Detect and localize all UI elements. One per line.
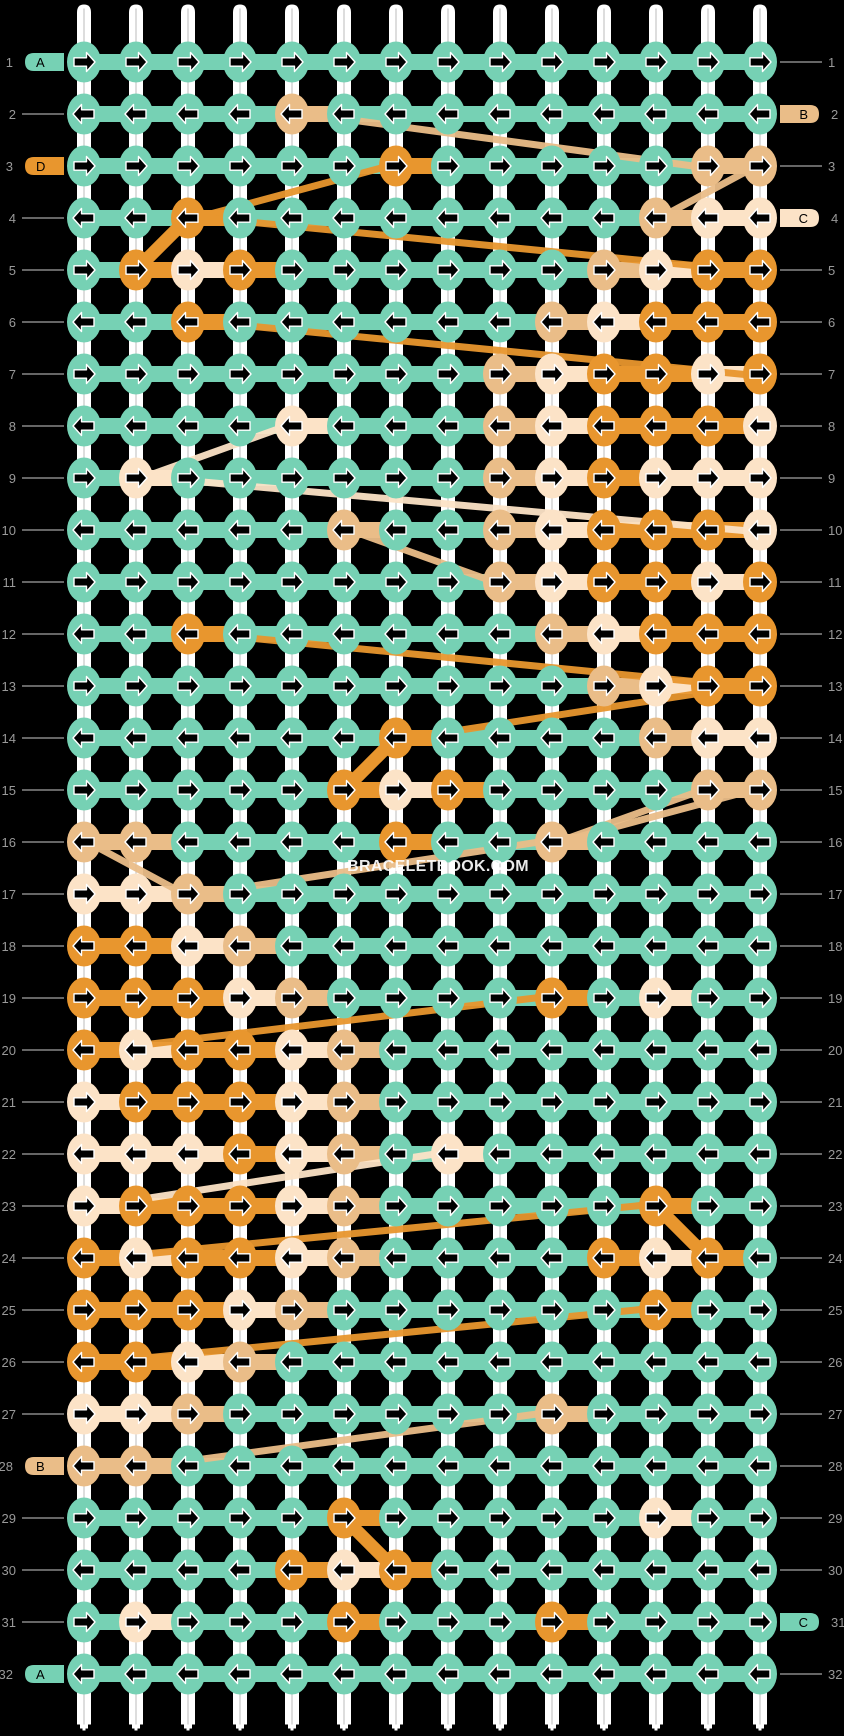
svg-text:9: 9 <box>9 471 16 486</box>
svg-text:C: C <box>799 211 808 226</box>
svg-text:13: 13 <box>2 679 16 694</box>
svg-text:B: B <box>799 107 808 122</box>
svg-text:19: 19 <box>2 991 16 1006</box>
svg-text:3: 3 <box>6 159 13 174</box>
svg-text:30: 30 <box>828 1563 842 1578</box>
svg-text:BRACELETBOOK.COM: BRACELETBOOK.COM <box>347 858 529 875</box>
svg-text:D: D <box>36 159 45 174</box>
svg-text:20: 20 <box>828 1043 842 1058</box>
svg-text:4: 4 <box>831 211 838 226</box>
svg-text:27: 27 <box>2 1407 16 1422</box>
svg-text:B: B <box>36 1459 45 1474</box>
svg-text:4: 4 <box>9 211 16 226</box>
svg-text:15: 15 <box>2 783 16 798</box>
svg-text:29: 29 <box>2 1511 16 1526</box>
svg-text:14: 14 <box>828 731 842 746</box>
svg-text:13: 13 <box>828 679 842 694</box>
svg-text:C: C <box>799 1615 808 1630</box>
svg-text:2: 2 <box>831 107 838 122</box>
svg-text:23: 23 <box>828 1199 842 1214</box>
svg-text:26: 26 <box>828 1355 842 1370</box>
svg-text:16: 16 <box>2 835 16 850</box>
svg-text:21: 21 <box>828 1095 842 1110</box>
svg-text:1: 1 <box>828 55 835 70</box>
svg-text:32: 32 <box>0 1667 13 1682</box>
svg-text:31: 31 <box>831 1615 844 1630</box>
svg-text:23: 23 <box>2 1199 16 1214</box>
svg-text:25: 25 <box>2 1303 16 1318</box>
svg-text:8: 8 <box>9 419 16 434</box>
svg-text:15: 15 <box>828 783 842 798</box>
svg-text:8: 8 <box>828 419 835 434</box>
svg-text:3: 3 <box>828 159 835 174</box>
svg-text:14: 14 <box>2 731 16 746</box>
svg-text:A: A <box>36 1667 45 1682</box>
svg-text:7: 7 <box>828 367 835 382</box>
svg-text:18: 18 <box>2 939 16 954</box>
svg-text:17: 17 <box>828 887 842 902</box>
svg-text:11: 11 <box>828 575 842 590</box>
svg-text:21: 21 <box>2 1095 16 1110</box>
svg-text:9: 9 <box>828 471 835 486</box>
svg-text:19: 19 <box>828 991 842 1006</box>
svg-text:24: 24 <box>2 1251 16 1266</box>
svg-text:5: 5 <box>9 263 16 278</box>
svg-text:7: 7 <box>9 367 16 382</box>
svg-text:5: 5 <box>828 263 835 278</box>
svg-text:20: 20 <box>2 1043 16 1058</box>
svg-text:31: 31 <box>2 1615 16 1630</box>
svg-text:12: 12 <box>2 627 16 642</box>
svg-text:12: 12 <box>828 627 842 642</box>
svg-text:27: 27 <box>828 1407 842 1422</box>
svg-text:25: 25 <box>828 1303 842 1318</box>
svg-text:22: 22 <box>828 1147 842 1162</box>
svg-text:32: 32 <box>828 1667 842 1682</box>
svg-text:28: 28 <box>0 1459 13 1474</box>
svg-text:10: 10 <box>2 523 16 538</box>
svg-text:10: 10 <box>828 523 842 538</box>
svg-text:A: A <box>36 55 45 70</box>
svg-text:18: 18 <box>828 939 842 954</box>
svg-text:24: 24 <box>828 1251 842 1266</box>
svg-text:29: 29 <box>828 1511 842 1526</box>
svg-text:22: 22 <box>2 1147 16 1162</box>
svg-text:6: 6 <box>828 315 835 330</box>
svg-text:17: 17 <box>2 887 16 902</box>
svg-text:6: 6 <box>9 315 16 330</box>
svg-text:26: 26 <box>2 1355 16 1370</box>
svg-text:28: 28 <box>828 1459 842 1474</box>
svg-text:16: 16 <box>828 835 842 850</box>
svg-text:1: 1 <box>6 55 13 70</box>
svg-text:30: 30 <box>2 1563 16 1578</box>
svg-text:2: 2 <box>9 107 16 122</box>
svg-text:11: 11 <box>3 575 17 590</box>
